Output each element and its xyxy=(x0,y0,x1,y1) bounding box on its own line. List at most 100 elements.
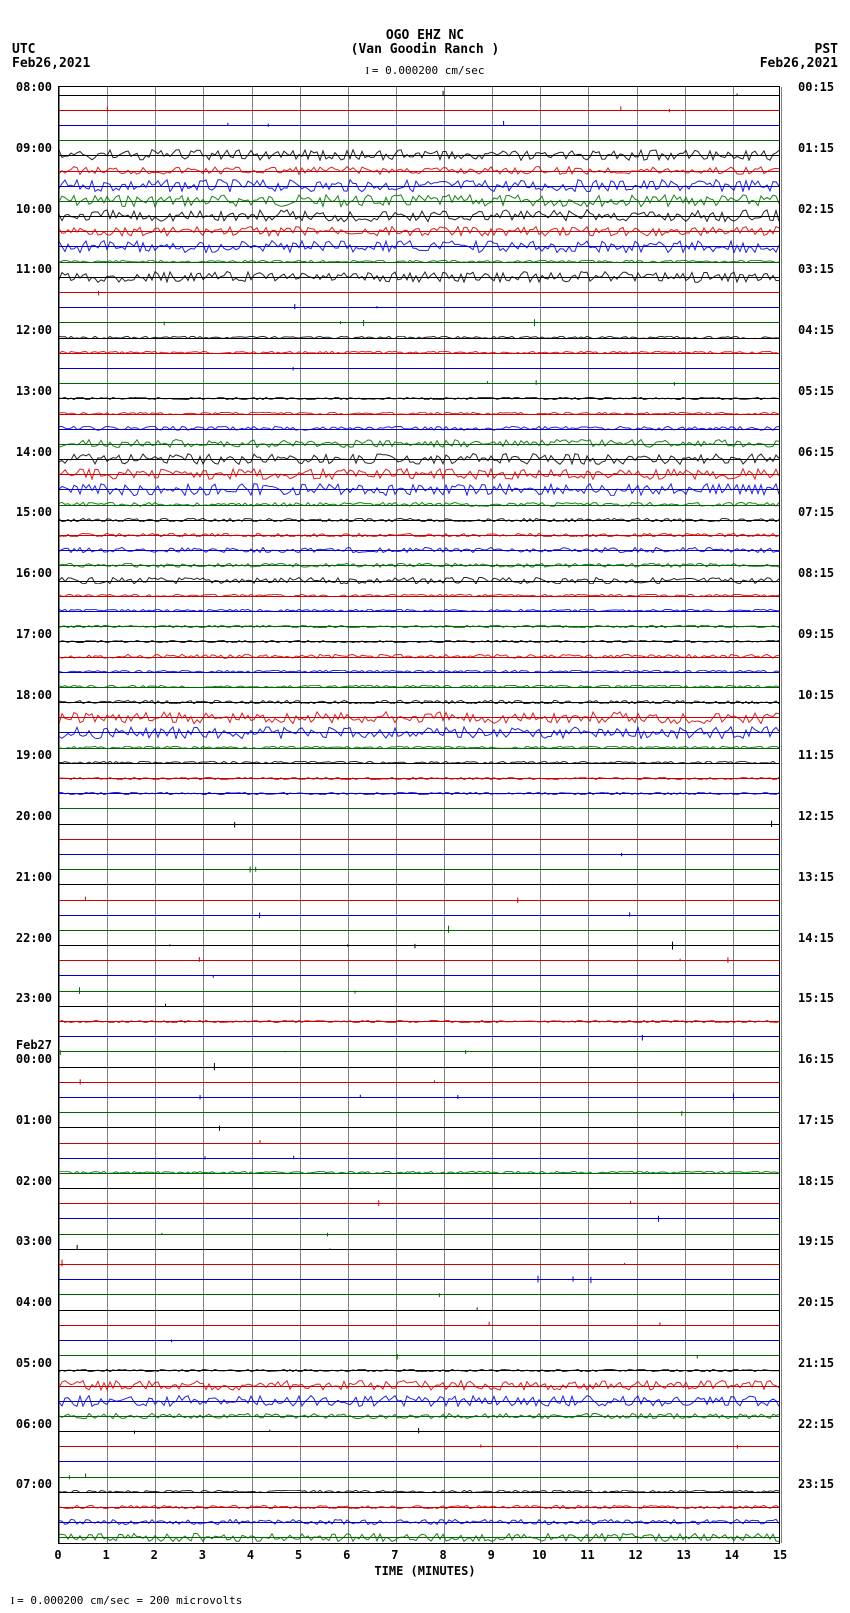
seismic-trace xyxy=(59,117,779,132)
pst-hour-label: 20:15 xyxy=(798,1295,834,1309)
seismic-trace xyxy=(59,452,779,467)
date-right: Feb26,2021 xyxy=(760,56,838,71)
pst-hour-label: 19:15 xyxy=(798,1234,834,1248)
seismic-trace xyxy=(59,679,779,694)
utc-hour-label: 20:00 xyxy=(16,809,52,823)
seismic-trace xyxy=(59,1059,779,1074)
seismic-trace xyxy=(59,619,779,634)
utc-hour-label: 11:00 xyxy=(16,262,52,276)
x-tick: 5 xyxy=(295,1548,302,1562)
seismic-trace xyxy=(59,1499,779,1514)
seismic-trace xyxy=(59,254,779,269)
seismic-trace xyxy=(59,543,779,558)
x-tick: 9 xyxy=(488,1548,495,1562)
seismic-trace xyxy=(59,1317,779,1332)
utc-hour-label: 18:00 xyxy=(16,688,52,702)
seismic-trace xyxy=(59,512,779,527)
seismic-trace xyxy=(59,1530,779,1545)
seismic-trace xyxy=(59,239,779,254)
seismic-trace xyxy=(59,1454,779,1469)
seismic-trace xyxy=(59,1272,779,1287)
seismic-trace xyxy=(59,391,779,406)
tz-right-label: PST xyxy=(815,42,838,57)
seismic-trace xyxy=(59,1226,779,1241)
utc-hour-label: 02:00 xyxy=(16,1174,52,1188)
seismic-trace xyxy=(59,831,779,846)
seismic-trace xyxy=(59,573,779,588)
pst-hour-label: 14:15 xyxy=(798,931,834,945)
pst-hour-label: 15:15 xyxy=(798,991,834,1005)
pst-hour-label: 21:15 xyxy=(798,1356,834,1370)
pst-hour-label: 01:15 xyxy=(798,141,834,155)
utc-hour-label: 12:00 xyxy=(16,323,52,337)
seismic-trace xyxy=(59,816,779,831)
seismic-trace xyxy=(59,1424,779,1439)
seismic-trace xyxy=(59,315,779,330)
seismic-trace xyxy=(59,421,779,436)
x-tick: 12 xyxy=(628,1548,642,1562)
seismic-trace xyxy=(59,558,779,573)
pst-hour-label: 11:15 xyxy=(798,748,834,762)
seismic-trace xyxy=(59,345,779,360)
seismic-trace xyxy=(59,1196,779,1211)
seismic-trace xyxy=(59,695,779,710)
seismogram-plot xyxy=(58,86,780,1544)
seismic-trace xyxy=(59,1165,779,1180)
seismic-trace xyxy=(59,1029,779,1044)
utc-hour-label: 08:00 xyxy=(16,80,52,94)
seismic-trace xyxy=(59,527,779,542)
seismic-trace xyxy=(59,193,779,208)
utc-hour-label: 13:00 xyxy=(16,384,52,398)
seismic-trace xyxy=(59,634,779,649)
utc-hour-label: 10:00 xyxy=(16,202,52,216)
x-tick: 10 xyxy=(532,1548,546,1562)
seismic-trace xyxy=(59,1332,779,1347)
seismic-trace xyxy=(59,1211,779,1226)
seismic-trace xyxy=(59,907,779,922)
x-tick: 0 xyxy=(54,1548,61,1562)
utc-hour-label: 21:00 xyxy=(16,870,52,884)
utc-hour-label: 07:00 xyxy=(16,1477,52,1491)
seismic-trace xyxy=(59,148,779,163)
seismic-trace xyxy=(59,1302,779,1317)
seismic-trace xyxy=(59,755,779,770)
seismic-trace xyxy=(59,300,779,315)
seismic-trace xyxy=(59,892,779,907)
utc-hour-label: 19:00 xyxy=(16,748,52,762)
seismic-trace xyxy=(59,1181,779,1196)
seismic-trace xyxy=(59,801,779,816)
x-tick: 15 xyxy=(773,1548,787,1562)
x-tick: 6 xyxy=(343,1548,350,1562)
utc-hour-label: 03:00 xyxy=(16,1234,52,1248)
seismic-trace xyxy=(59,1363,779,1378)
seismic-trace xyxy=(59,846,779,861)
pst-hour-label: 07:15 xyxy=(798,505,834,519)
seismic-trace xyxy=(59,1393,779,1408)
utc-time-axis: 08:0009:0010:0011:0012:0013:0014:0015:00… xyxy=(0,86,56,1544)
station-id: OGO EHZ NC xyxy=(0,28,850,43)
utc-hour-label: 09:00 xyxy=(16,141,52,155)
pst-hour-label: 05:15 xyxy=(798,384,834,398)
seismic-trace xyxy=(59,1105,779,1120)
x-tick: 13 xyxy=(676,1548,690,1562)
pst-hour-label: 12:15 xyxy=(798,809,834,823)
x-tick: 3 xyxy=(199,1548,206,1562)
seismic-trace xyxy=(59,1287,779,1302)
seismic-trace xyxy=(59,786,779,801)
seismic-trace xyxy=(59,102,779,117)
seismic-trace xyxy=(59,224,779,239)
seismic-trace xyxy=(59,1484,779,1499)
utc-hour-label: 05:00 xyxy=(16,1356,52,1370)
seismic-trace xyxy=(59,938,779,953)
pst-hour-label: 06:15 xyxy=(798,445,834,459)
utc-hour-label: 14:00 xyxy=(16,445,52,459)
seismic-trace xyxy=(59,922,779,937)
footer-scale: I = 0.000200 cm/sec = 200 microvolts xyxy=(8,1594,242,1607)
seismic-trace xyxy=(59,983,779,998)
utc-hour-label: 23:00 xyxy=(16,991,52,1005)
seismic-trace xyxy=(59,710,779,725)
utc-hour-label: 16:00 xyxy=(16,566,52,580)
pst-hour-label: 00:15 xyxy=(798,80,834,94)
x-tick: 4 xyxy=(247,1548,254,1562)
seismic-trace xyxy=(59,284,779,299)
